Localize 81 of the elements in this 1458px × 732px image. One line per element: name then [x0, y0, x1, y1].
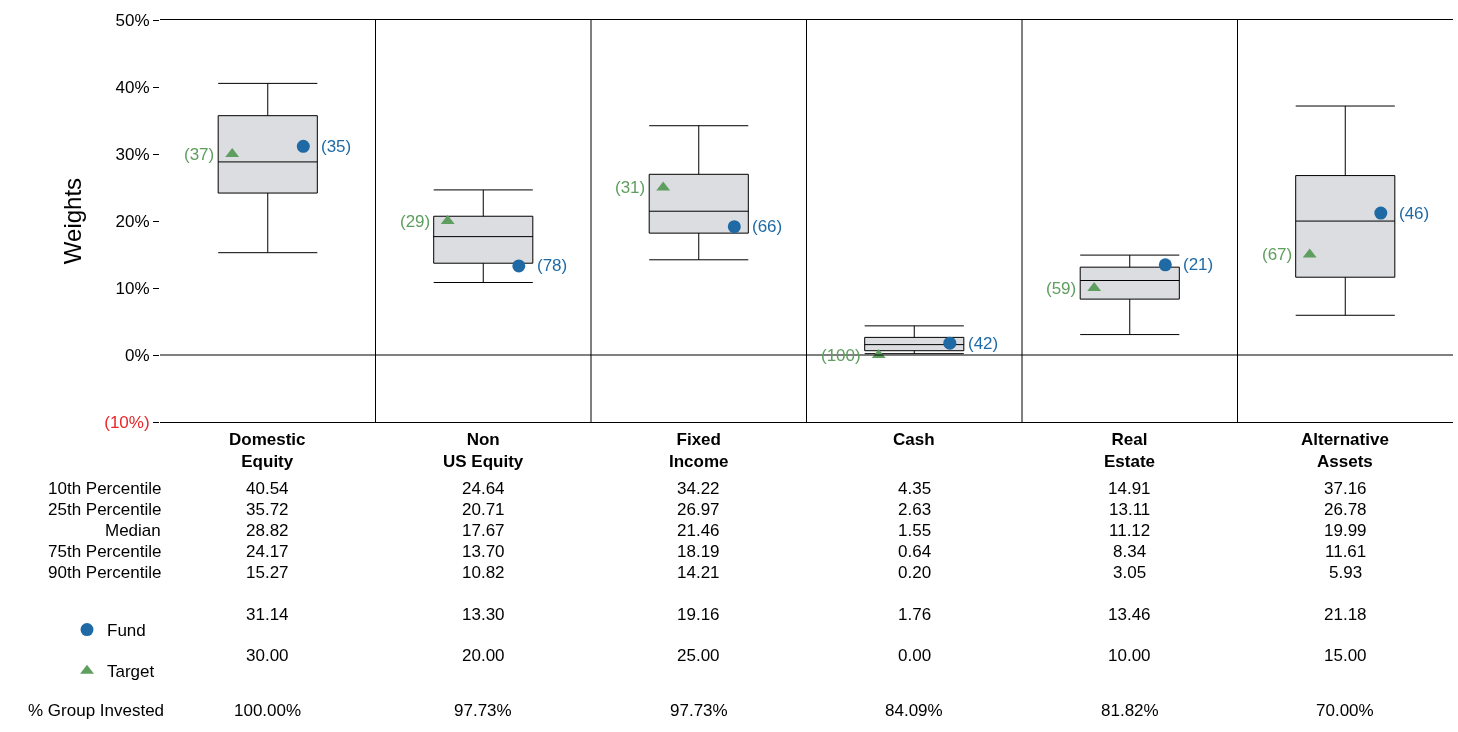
text: 18.19 — [677, 542, 720, 561]
annotation: (37) — [184, 145, 215, 164]
text: 70.00% — [1316, 701, 1374, 720]
text: 4.35 — [898, 479, 932, 498]
text: 13.30 — [462, 605, 505, 624]
text: 0.64 — [898, 542, 932, 561]
text: 40.54 — [246, 479, 289, 498]
text: 0.00 — [898, 646, 932, 665]
text: 8.34 — [1113, 542, 1147, 561]
annotation: (31) — [615, 178, 646, 197]
text: 10th Percentile — [48, 479, 162, 498]
x-tick-label: Fixed Income — [669, 430, 729, 472]
annotation: (66) — [752, 217, 783, 236]
text: 17.67 — [462, 521, 505, 540]
text: 11.12 — [1109, 521, 1151, 540]
text: 97.73% — [670, 701, 728, 720]
text: 31.14 — [246, 605, 289, 624]
text: 21.46 — [677, 521, 720, 540]
x-tick-label: Real Estate — [1104, 430, 1156, 472]
text: 1.55 — [898, 521, 932, 540]
text: 81.82% — [1101, 701, 1159, 720]
annotation: (59) — [1046, 279, 1077, 298]
text: 75th Percentile — [48, 542, 162, 561]
text: 35.72 — [246, 500, 289, 519]
text: 21.18 — [1324, 605, 1367, 624]
text: 15.27 — [246, 563, 289, 582]
text: 20.00 — [462, 646, 505, 665]
y-tick-label: 50% — [115, 10, 150, 30]
x-tick-label: Domestic Equity — [229, 430, 306, 472]
text: 25.00 — [677, 646, 720, 665]
x-tick-label: Alternative Assets — [1301, 430, 1389, 472]
text: 1.76 — [898, 605, 932, 624]
annotation: (46) — [1399, 204, 1430, 223]
annotation: (67) — [1262, 245, 1293, 264]
text: 3.05 — [1113, 563, 1147, 582]
text: 14.91 — [1108, 479, 1151, 498]
text: 84.09% — [885, 701, 943, 720]
text: 90th Percentile — [48, 563, 162, 582]
text: 10.82 — [462, 563, 505, 582]
text: 19.16 — [677, 605, 720, 624]
text: 37.16 — [1324, 479, 1367, 498]
text: 34.22 — [677, 479, 720, 498]
text: 11.61 — [1325, 542, 1367, 561]
annotation: (21) — [1183, 255, 1214, 274]
text: 24.64 — [462, 479, 505, 498]
text: 2.63 — [898, 500, 932, 519]
text: 0.20 — [898, 563, 932, 582]
y-tick-label: 30% — [115, 144, 150, 164]
text: 5.93 — [1329, 563, 1363, 582]
text: 14.21 — [677, 563, 720, 582]
annotation: (78) — [537, 256, 568, 275]
legend-label: Target — [107, 662, 155, 682]
text: 28.82 — [246, 521, 289, 540]
text: 25th Percentile — [48, 500, 162, 519]
annotation: (35) — [321, 137, 352, 156]
text: 19.99 — [1324, 521, 1367, 540]
y-tick-label: 0% — [125, 345, 150, 365]
text: 15.00 — [1324, 646, 1367, 665]
text: 10.00 — [1108, 646, 1151, 665]
x-tick-label: Cash — [893, 430, 935, 449]
text: 20.71 — [462, 500, 505, 519]
y-tick-label: 20% — [115, 211, 150, 231]
text: 30.00 — [246, 646, 289, 665]
y-tick-label: 10% — [115, 278, 150, 298]
text: 13.70 — [462, 542, 505, 561]
y-axis-title: Weights — [59, 177, 87, 265]
legend-label: Fund — [107, 621, 146, 641]
y-tick-label: (10%) — [104, 412, 150, 432]
text: 100.00% — [234, 701, 302, 720]
text: 13.46 — [1108, 605, 1151, 624]
text: 26.78 — [1324, 500, 1367, 519]
annotation: (42) — [968, 334, 999, 353]
text: Median — [105, 521, 161, 540]
annotation: (29) — [400, 212, 431, 231]
text: 13.11 — [1109, 500, 1151, 519]
text: 26.97 — [677, 500, 720, 519]
text: 24.17 — [246, 542, 289, 561]
y-tick-label: 40% — [115, 77, 150, 97]
x-tick-label: Non US Equity — [443, 430, 524, 472]
text: % Group Invested — [28, 701, 165, 720]
text: 97.73% — [454, 701, 512, 720]
